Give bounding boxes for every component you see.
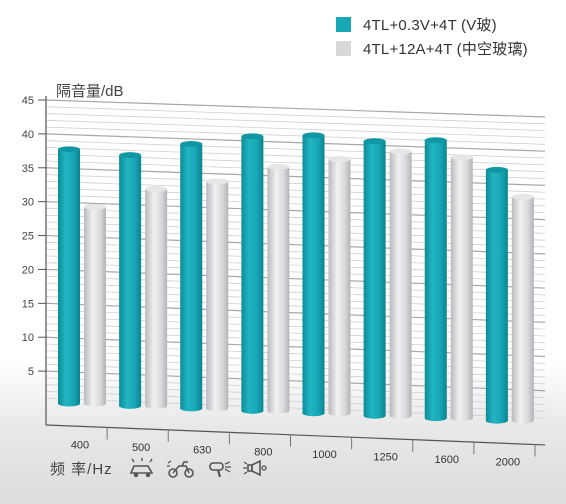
x-tick-label: 2000 xyxy=(496,456,520,468)
bar-insulated-glass xyxy=(206,181,229,409)
bar-cap xyxy=(267,163,290,170)
bar-cap xyxy=(389,148,412,155)
legend-item-v-glass: 4TL+0.3V+4T (V玻) xyxy=(336,12,528,36)
gridline-minor xyxy=(45,106,546,125)
bar-insulated-glass xyxy=(328,159,351,414)
bar-v-glass xyxy=(424,140,447,419)
bar-base xyxy=(84,400,106,407)
x-tick-label: 1250 xyxy=(373,452,397,464)
y-tick-label: 30 xyxy=(22,197,34,209)
y-tick-label: 40 xyxy=(22,129,34,141)
y-tick-label: 25 xyxy=(22,231,34,243)
bar-cap xyxy=(58,146,80,153)
bar-base xyxy=(119,402,142,409)
motorcycle-icon xyxy=(166,457,196,484)
x-tick-label: 1000 xyxy=(312,449,336,461)
bar-v-glass xyxy=(485,169,508,421)
bar-base xyxy=(206,405,229,412)
bar-cap xyxy=(511,193,534,200)
bar-base xyxy=(302,410,325,417)
noise-source-icons xyxy=(128,457,270,484)
bar-insulated-glass xyxy=(389,151,412,416)
y-tick-label: 5 xyxy=(28,366,34,378)
bar-base xyxy=(145,402,168,409)
bar-cap xyxy=(84,203,106,210)
bar-v-glass xyxy=(119,155,142,406)
bar-insulated-glass xyxy=(267,166,290,411)
x-axis-line xyxy=(45,424,546,446)
x-tick-label: 400 xyxy=(71,439,89,451)
bar-base xyxy=(180,405,203,412)
bar-insulated-glass xyxy=(84,206,106,404)
bar-base xyxy=(241,407,264,414)
loudspeaker-icon xyxy=(242,457,270,484)
bar-base xyxy=(485,417,508,424)
y-tick-label: 20 xyxy=(22,264,34,276)
bar-cap xyxy=(363,138,386,145)
bar-v-glass xyxy=(302,135,325,414)
bar-v-glass xyxy=(58,149,80,404)
bar-base xyxy=(424,415,447,422)
bar-base xyxy=(511,417,534,424)
bar-cap xyxy=(119,152,142,159)
gridline-major xyxy=(45,133,546,152)
bar-cap xyxy=(241,133,264,140)
bar-base xyxy=(267,407,290,414)
y-tick-label: 45 xyxy=(22,95,34,107)
gridline-major xyxy=(45,99,546,118)
y-tick-label: 35 xyxy=(22,163,34,175)
bar-base xyxy=(328,410,351,417)
legend-item-insulated-glass: 4TL+12A+4T (中空玻璃) xyxy=(336,36,528,60)
legend-label-v-glass: 4TL+0.3V+4T (V玻) xyxy=(363,16,497,34)
gridline-minor xyxy=(45,113,546,132)
bar-cap xyxy=(328,156,351,163)
y-axis-label: 隔音量/dB xyxy=(56,83,124,100)
bar-cap xyxy=(145,186,168,193)
bar-v-glass xyxy=(241,136,264,411)
legend-swatch-v-glass xyxy=(336,16,351,32)
legend-label-insulated-glass: 4TL+12A+4T (中空玻璃) xyxy=(363,40,528,58)
bar-cap xyxy=(302,132,325,139)
bar-base xyxy=(58,400,80,407)
bar-cap xyxy=(424,137,447,144)
bar-insulated-glass xyxy=(450,157,473,419)
x-tick-label: 500 xyxy=(132,442,150,454)
bar-v-glass xyxy=(180,144,203,409)
bar-cap xyxy=(450,154,473,161)
bar-cap xyxy=(485,166,508,173)
bar-v-glass xyxy=(363,141,386,416)
bar-insulated-glass xyxy=(511,196,534,421)
x-tick-label: 630 xyxy=(193,444,211,456)
gridline-minor xyxy=(45,119,546,138)
x-axis-label: 频 率/Hz xyxy=(50,461,113,478)
y-tick-label: 10 xyxy=(22,332,34,344)
legend: 4TL+0.3V+4T (V玻) 4TL+12A+4T (中空玻璃) xyxy=(336,12,528,60)
bar-cap xyxy=(206,178,229,185)
y-tick-label: 15 xyxy=(22,298,34,310)
x-tick-label: 800 xyxy=(254,447,272,459)
bar-base xyxy=(363,412,386,419)
bar-base xyxy=(389,412,412,419)
legend-swatch-insulated-glass xyxy=(336,40,351,56)
bar-base xyxy=(450,415,473,422)
car-horn-icon xyxy=(128,457,156,484)
gridline-minor xyxy=(45,126,546,145)
bar-insulated-glass xyxy=(145,189,168,406)
bar-cap xyxy=(180,141,203,148)
hair-dryer-icon xyxy=(206,457,232,484)
x-tick-label: 1600 xyxy=(435,454,459,466)
